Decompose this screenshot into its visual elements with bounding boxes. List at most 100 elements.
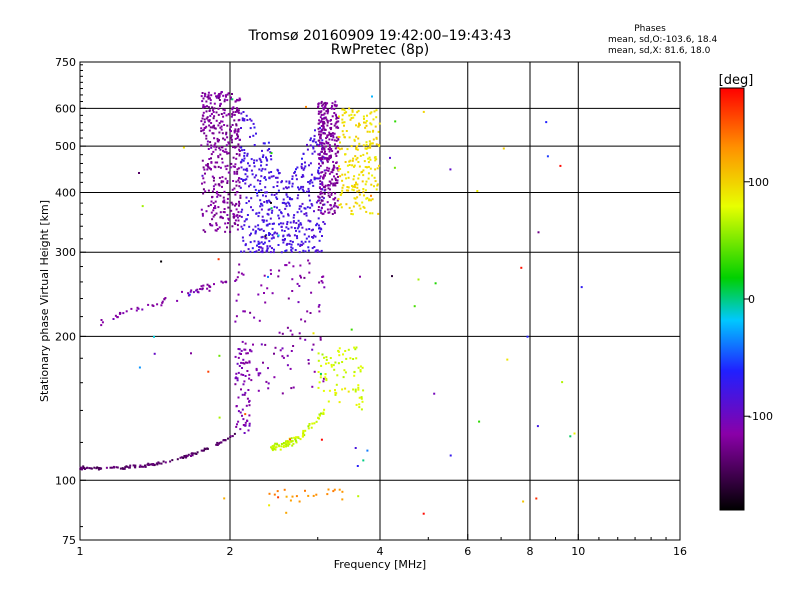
data-point <box>357 109 360 112</box>
data-point <box>502 147 505 150</box>
y-tick-label: 75 <box>62 534 76 547</box>
data-point <box>222 149 224 152</box>
data-point <box>248 414 251 417</box>
data-point <box>238 153 241 156</box>
data-point <box>158 462 161 465</box>
data-point <box>109 466 112 469</box>
data-point <box>307 235 310 238</box>
data-point <box>212 185 215 188</box>
data-point <box>241 340 244 343</box>
data-point <box>305 190 308 193</box>
data-point <box>272 175 275 178</box>
data-point <box>321 188 324 191</box>
data-point <box>355 183 358 185</box>
data-point <box>326 201 329 204</box>
data-point <box>337 169 340 172</box>
data-point <box>325 358 328 361</box>
data-point <box>322 380 325 383</box>
data-point <box>232 180 235 182</box>
data-point <box>211 106 214 109</box>
data-point <box>264 186 267 189</box>
data-point <box>318 186 321 189</box>
data-point <box>218 131 221 134</box>
data-point <box>338 347 341 350</box>
data-point <box>376 183 379 186</box>
data-point <box>281 238 284 241</box>
data-point <box>417 278 420 281</box>
data-point <box>257 243 260 245</box>
data-point <box>182 146 185 149</box>
data-point <box>234 137 237 140</box>
data-point <box>335 179 337 182</box>
colorbar-tick-label: 100 <box>748 176 769 189</box>
data-point <box>298 251 301 254</box>
data-point <box>261 247 264 250</box>
data-point <box>205 164 208 167</box>
data-point <box>256 179 259 182</box>
data-point <box>478 420 481 423</box>
data-point <box>235 145 238 148</box>
data-point <box>336 374 339 377</box>
data-point <box>220 125 223 128</box>
data-point <box>226 226 228 229</box>
data-point <box>323 356 325 359</box>
data-point <box>266 249 269 252</box>
data-point <box>308 190 310 193</box>
data-point <box>275 446 278 449</box>
data-point <box>287 227 290 230</box>
data-point <box>123 467 126 470</box>
data-point <box>236 377 239 380</box>
data-point <box>352 157 355 160</box>
data-point <box>297 243 300 246</box>
data-point <box>264 178 267 181</box>
data-point <box>580 286 583 289</box>
data-point <box>328 155 331 157</box>
data-point <box>327 191 330 194</box>
data-point <box>321 281 324 284</box>
data-point <box>260 228 263 231</box>
data-point <box>238 365 241 367</box>
data-point <box>240 127 242 129</box>
data-point <box>342 353 344 356</box>
data-point <box>326 493 329 496</box>
data-point <box>325 137 328 140</box>
data-point <box>244 391 247 394</box>
data-point <box>330 182 333 185</box>
data-point <box>187 292 190 295</box>
data-point <box>308 271 311 274</box>
data-point <box>196 288 199 291</box>
data-point <box>537 231 540 234</box>
data-point <box>218 99 221 101</box>
data-point <box>285 443 288 446</box>
data-point <box>252 122 255 125</box>
data-point <box>134 464 137 467</box>
data-point <box>281 201 284 204</box>
data-point <box>239 186 242 189</box>
data-point <box>341 114 344 117</box>
data-point <box>201 174 204 177</box>
data-point <box>269 151 272 154</box>
data-point <box>319 158 322 161</box>
data-point <box>251 173 254 176</box>
data-point <box>300 244 303 246</box>
data-point <box>257 372 260 375</box>
data-point <box>360 396 363 399</box>
data-point <box>278 217 281 220</box>
data-point <box>318 152 321 155</box>
data-point <box>319 372 322 375</box>
data-point <box>254 232 257 235</box>
data-point <box>239 98 242 101</box>
data-point <box>321 195 324 198</box>
data-point <box>317 386 320 389</box>
data-point <box>203 168 206 171</box>
data-point <box>271 234 274 236</box>
data-point <box>535 497 538 500</box>
data-point <box>283 201 285 204</box>
data-point <box>321 199 324 202</box>
data-point <box>243 380 246 383</box>
data-point <box>235 376 238 379</box>
data-point <box>313 210 315 213</box>
data-point <box>224 148 227 151</box>
data-point <box>213 102 216 105</box>
data-point <box>253 185 256 188</box>
